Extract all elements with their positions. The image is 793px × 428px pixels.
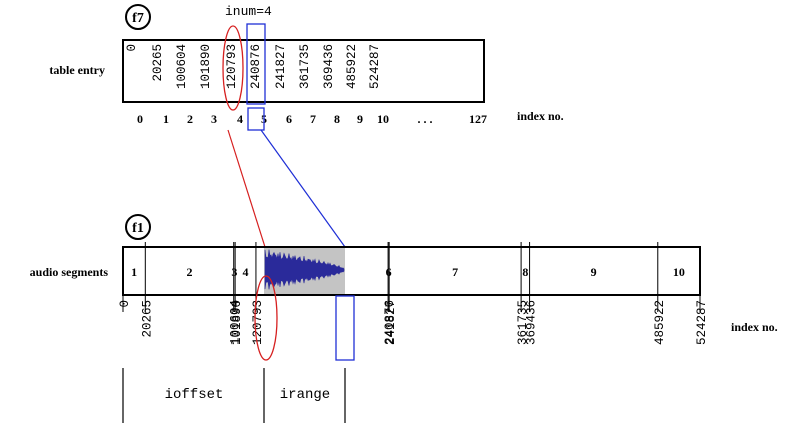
table-entry-value: 485922 — [345, 44, 359, 89]
offset-value: 240876 — [383, 300, 397, 345]
table-badge: f7 — [132, 11, 144, 26]
table-entry-box — [122, 39, 485, 103]
offset-value: 0 — [118, 300, 132, 308]
table-index: 3 — [211, 112, 217, 126]
table-row-label: table entry — [49, 63, 105, 77]
segment-label: 1 — [131, 265, 137, 279]
audio-badge-circle — [125, 214, 151, 240]
offset-value: 20265 — [140, 300, 154, 338]
table-badge-circle — [125, 4, 151, 30]
table-entries: 0 20265 100604 101890 120793 240876 241827 3617… — [125, 44, 382, 89]
segment-label: 8 — [522, 265, 528, 279]
table-index: 6 — [286, 112, 292, 126]
table-last-index: 127 — [469, 112, 487, 126]
audio-index-label: index no. — [731, 320, 778, 334]
table-ellipsis: . . . — [418, 112, 433, 126]
table-index: 4 — [237, 112, 243, 126]
segment-label: 10 — [673, 265, 685, 279]
offset-value: 101890 — [230, 300, 244, 345]
ioffset-label: ioffset — [165, 387, 224, 403]
table-index: 7 — [310, 112, 316, 126]
table-index: 0 — [137, 112, 143, 126]
table-entry-4-highlight — [222, 25, 244, 111]
audio-bar — [122, 246, 701, 296]
table-section: f7 inum=4 table entry 0 20265 100604 101890… — [49, 4, 564, 131]
table-index-5-highlight — [247, 107, 265, 131]
offset-irange-highlight — [335, 295, 355, 361]
table-entry-value: 524287 — [368, 44, 382, 89]
segment-label: 3 — [231, 265, 237, 279]
red-connector — [227, 129, 266, 248]
offset-value: 120793 — [251, 300, 265, 345]
table-entry-value: 0 — [125, 44, 139, 52]
segment-label: 4 — [243, 265, 249, 279]
offset-value: 361735 — [516, 300, 530, 345]
audio-row-label: audio segments — [30, 265, 109, 279]
offset-value: 524287 — [695, 300, 709, 345]
table-entry-value: 240876 — [249, 44, 263, 89]
table-index: 10 — [377, 112, 389, 126]
table-entry-value: 120793 — [225, 44, 239, 89]
segment-label: 9 — [591, 265, 597, 279]
parameter-brackets: ioffset irange — [122, 368, 346, 423]
blue-connector — [260, 129, 346, 248]
irange-label: irange — [280, 387, 330, 403]
table-entry-value: 241827 — [274, 44, 288, 89]
table-indices: 0 1 2 3 4 5 6 7 8 9 10 — [137, 112, 389, 126]
table-entry-value: 100604 — [175, 44, 189, 89]
table-entry-value: 361735 — [298, 44, 312, 89]
table-entry-5-highlight — [246, 23, 266, 105]
table-entry-value: 20265 — [151, 44, 165, 82]
table-entry-value: 101890 — [199, 44, 213, 89]
table-index-label: index no. — [517, 109, 564, 123]
offset-value: 100604 — [229, 300, 243, 345]
audio-section: f1 audio segments 1 2 3 4 6 7 8 9 10 0 20265 10060… — [30, 214, 778, 361]
segment-dividers — [122, 242, 701, 312]
table-index: 9 — [357, 112, 363, 126]
offset-value: 369436 — [525, 300, 539, 345]
table-index: 8 — [334, 112, 340, 126]
offset-value: 485922 — [653, 300, 667, 345]
table-index: 1 — [163, 112, 169, 126]
segment-label: 2 — [187, 265, 193, 279]
segment-labels: 1 2 3 4 6 7 8 9 10 — [131, 265, 685, 279]
audio-badge: f1 — [132, 221, 144, 236]
waveform — [264, 249, 345, 290]
inum-label: inum=4 — [225, 4, 272, 19]
offset-ioffset-highlight — [254, 275, 278, 361]
segment-label: 7 — [452, 265, 458, 279]
table-index: 2 — [187, 112, 193, 126]
table-entry-value: 369436 — [322, 44, 336, 89]
offset-value: 241827 — [384, 300, 398, 345]
segment-label: 6 — [386, 265, 392, 279]
